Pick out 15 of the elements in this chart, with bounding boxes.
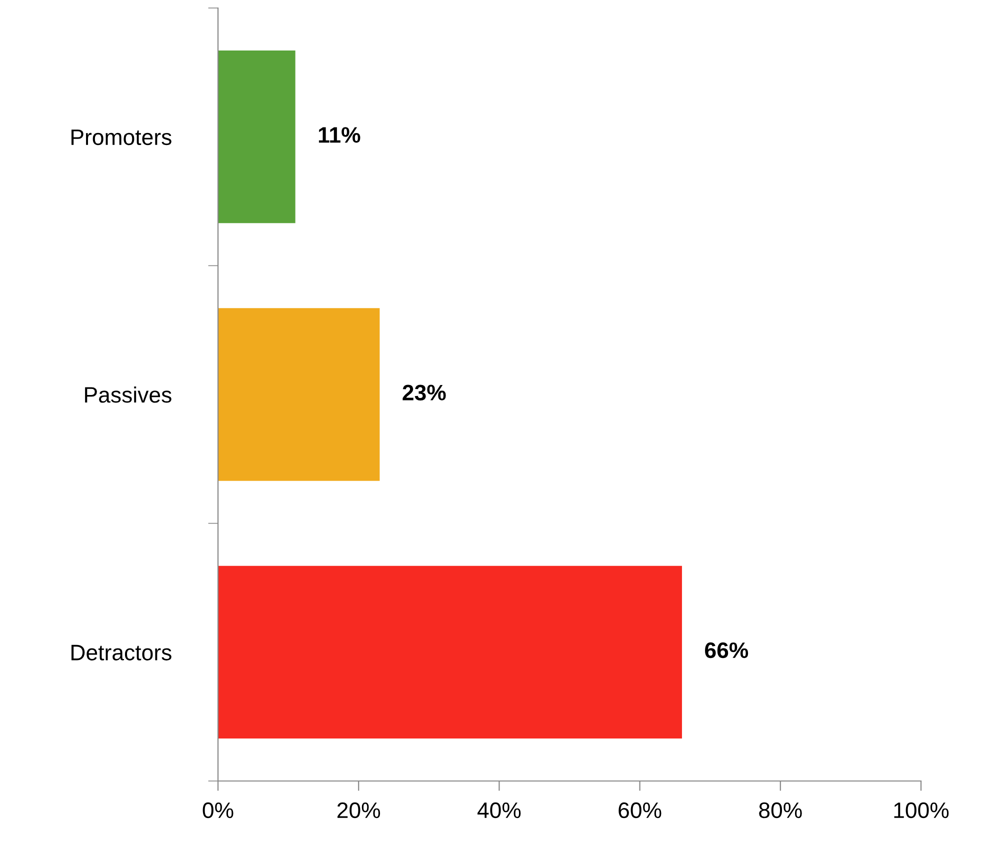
data-label: 11% [318,127,360,143]
bar [218,566,682,738]
bar [218,308,380,481]
data-label: 66% [705,642,748,658]
x-tick-label: 60% [618,802,662,818]
x-tick-label: 80% [759,802,802,818]
y-tick-label: Promoters [72,130,172,146]
data-label: 23% [402,384,446,400]
y-tick-label: Detractors [72,644,172,660]
x-tick-label: 100% [894,802,949,818]
x-tick-label: 0% [202,802,234,818]
x-tick-label: 40% [477,802,521,818]
y-tick-label: Passives [85,386,172,403]
bar [218,50,296,224]
x-tick-label: 20% [337,802,380,818]
